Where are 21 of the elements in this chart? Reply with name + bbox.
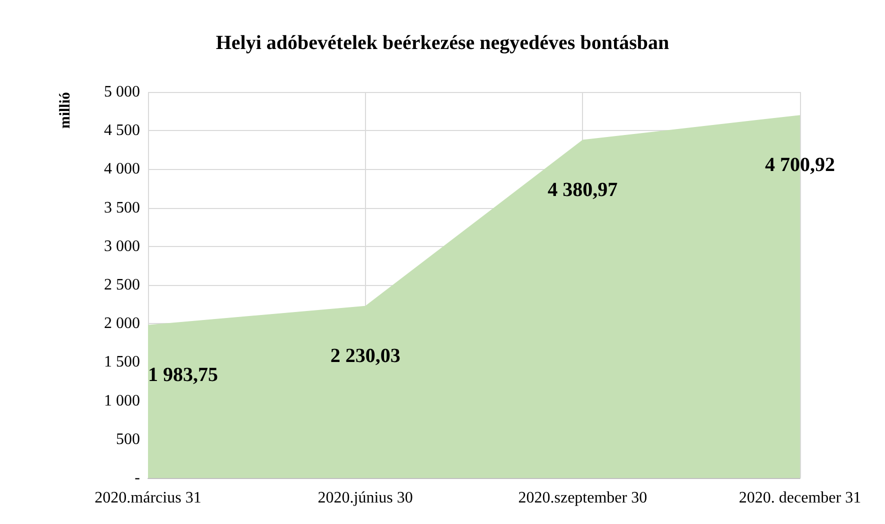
x-tick-label: 2020.március 31 (94, 490, 202, 506)
x-tick-label: 2020. december 31 (738, 490, 862, 506)
y-tick-label: 500 (116, 430, 140, 448)
y-tick-label: - (134, 470, 140, 486)
x-tick-label: 2020.szeptember 30 (518, 490, 648, 506)
y-tick-label: 4 500 (104, 122, 140, 140)
y-tick-label: 5 000 (104, 84, 140, 100)
data-label: 4 380,97 (548, 178, 618, 201)
x-tick-label: 2020.június 30 (318, 490, 413, 506)
data-label: 1 983,75 (148, 364, 218, 386)
y-tick-label: 3 500 (104, 199, 140, 216)
data-label: 2 230,03 (330, 344, 400, 367)
y-tick-label: 4 000 (104, 160, 140, 178)
y-tick-label: 1 000 (104, 392, 140, 410)
y-tick-label: 2 500 (104, 276, 140, 294)
y-tick-label: 1 500 (104, 354, 140, 371)
chart-title: Helyi adóbevételek beérkezése negyedéves bontásban (216, 32, 670, 54)
y-tick-label: 3 000 (104, 238, 140, 255)
data-label: 4 700,92 (765, 154, 835, 176)
y-tick-label: 2 000 (104, 315, 140, 332)
y-axis-title: millió (58, 92, 74, 129)
